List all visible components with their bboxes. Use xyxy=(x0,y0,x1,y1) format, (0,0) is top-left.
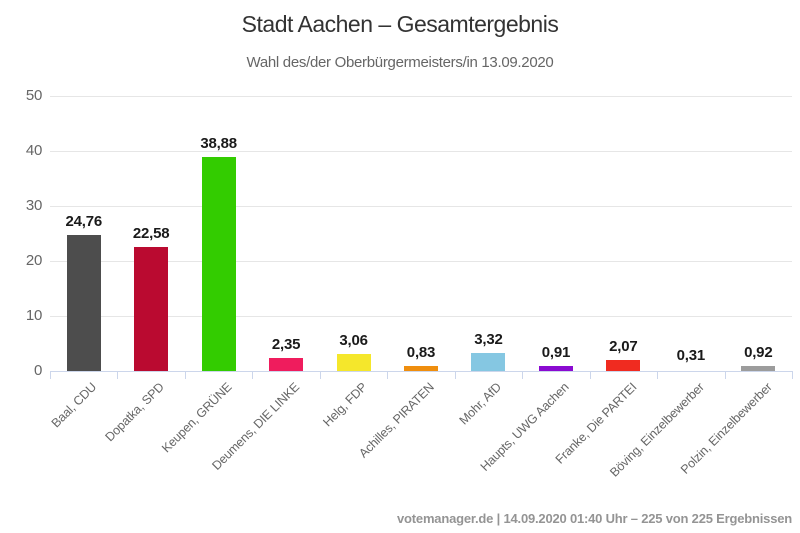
y-axis-label: 50 xyxy=(25,87,42,104)
x-axis-tick xyxy=(589,372,591,379)
x-axis-tick xyxy=(724,372,726,379)
x-axis-label: Baal, CDU xyxy=(49,380,100,431)
value-label: 0,83 xyxy=(406,344,436,362)
x-axis-label: Achilles, PIRATEN xyxy=(356,380,437,461)
value-label: 0,91 xyxy=(541,343,571,361)
bar-Franke, Die PARTEI[interactable] xyxy=(606,359,641,371)
x-axis-tick xyxy=(184,372,186,379)
y-axis-label: 20 xyxy=(25,252,42,269)
bar-Achilles, PIRATEN[interactable] xyxy=(404,366,438,371)
x-axis-label: Helg, FDP xyxy=(320,380,370,430)
bar-Deumens, DIE LINKE[interactable] xyxy=(269,358,304,371)
x-axis-tick xyxy=(657,372,659,379)
x-axis-tick xyxy=(522,372,524,379)
x-axis-tick xyxy=(50,372,51,379)
x-axis-label: Mohr, AfD xyxy=(456,380,505,428)
gridline xyxy=(50,205,792,207)
value-label: 3,06 xyxy=(339,332,368,350)
footer-info: 14.09.2020 01:40 Uhr – 225 von 225 Ergeb… xyxy=(503,511,792,526)
x-axis-tick xyxy=(387,372,389,379)
x-axis-label: Dopatka, SPD xyxy=(102,380,168,445)
chart-title: Stadt Aachen – Gesamtergebnis xyxy=(241,11,559,37)
gridline xyxy=(50,315,792,317)
value-label: 0,92 xyxy=(744,343,773,361)
y-axis-label: 30 xyxy=(25,197,42,214)
x-axis-tick xyxy=(117,372,119,379)
bar-Helg, FDP[interactable] xyxy=(336,354,371,371)
x-axis-label: Keupen, GRÜNE xyxy=(159,380,235,456)
x-axis-tick xyxy=(792,372,793,379)
value-label: 3,32 xyxy=(474,330,503,348)
value-label: 2,07 xyxy=(609,337,638,355)
value-label: 38,88 xyxy=(200,135,237,153)
x-axis-tick xyxy=(319,372,321,379)
value-label: 24,76 xyxy=(65,212,102,230)
value-label: 2,35 xyxy=(271,336,301,354)
chart-subtitle: Wahl des/der Oberbürgermeisters/in 13.09… xyxy=(246,54,554,71)
bar-Baal, CDU[interactable] xyxy=(66,234,101,371)
value-label: 22,58 xyxy=(132,224,170,242)
y-axis-label: 40 xyxy=(25,142,42,159)
footer-separator: | xyxy=(493,511,504,526)
bar-Böving, Einzelbewerber[interactable] xyxy=(673,369,708,371)
gridline xyxy=(50,95,792,97)
x-axis-tick xyxy=(252,372,254,379)
x-axis-line xyxy=(50,371,793,372)
y-axis-label: 10 xyxy=(25,307,42,324)
value-label: 0,31 xyxy=(676,347,706,365)
bar-Polzin, Einzelbewerber[interactable] xyxy=(741,365,776,371)
bar-Dopatka, SPD[interactable] xyxy=(134,246,169,371)
bar-Keupen, GRÜNE[interactable] xyxy=(201,157,236,371)
bar-Haupts, UWG Aachen[interactable] xyxy=(538,365,573,371)
votemanager-link[interactable]: votemanager.de xyxy=(397,511,494,526)
gridline xyxy=(50,150,792,152)
y-axis-label: 0 xyxy=(33,362,42,379)
credits-footer: votemanager.de | 14.09.2020 01:40 Uhr – … xyxy=(397,511,792,527)
bar-Mohr, AfD[interactable] xyxy=(471,352,506,371)
x-axis-tick xyxy=(454,372,456,379)
gridline xyxy=(50,260,792,262)
